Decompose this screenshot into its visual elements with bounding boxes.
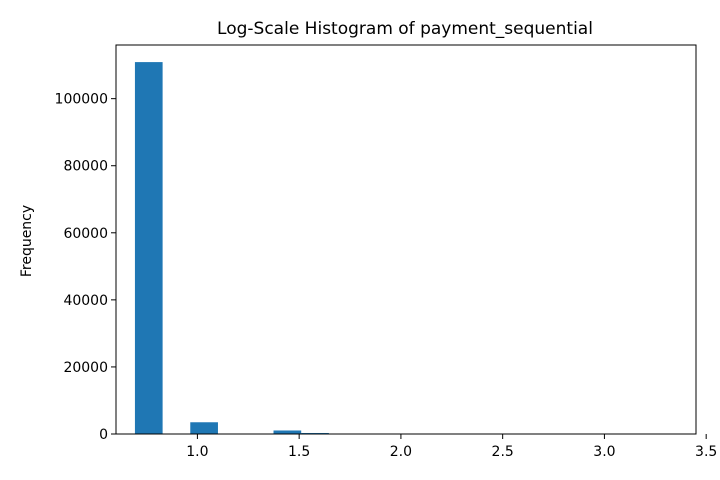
y-tick-label: 0: [99, 427, 108, 443]
histogram-bar-2: [273, 430, 302, 434]
x-tick-label: 2.0: [390, 444, 412, 460]
y-ticks-group: 0 20000 40000 60000 80000 100000: [55, 92, 116, 443]
chart-title: Log-Scale Histogram of payment_sequentia…: [217, 19, 593, 39]
y-tick-label: 80000: [63, 159, 108, 175]
y-tick-label: 20000: [63, 360, 108, 376]
x-tick-label: 1.5: [288, 444, 310, 460]
y-tick-label: 40000: [63, 293, 108, 309]
x-tick-label: 3.0: [593, 444, 615, 460]
x-tick-label: 3.5: [695, 444, 717, 460]
bars-group: [134, 62, 689, 434]
histogram-bar-0: [134, 62, 163, 434]
y-axis-label: Frequency: [19, 205, 35, 277]
x-tick-label: 2.5: [492, 444, 514, 460]
x-tick-label: 1.0: [186, 444, 208, 460]
y-tick-label: 60000: [63, 226, 108, 242]
plot-frame: [115, 44, 697, 435]
histogram-bar-3: [301, 432, 329, 434]
y-tick-label: 100000: [55, 92, 108, 108]
histogram-bar-1: [190, 422, 218, 434]
x-ticks-group: 1.0 1.5 2.0 2.5 3.0 3.5: [186, 434, 717, 460]
